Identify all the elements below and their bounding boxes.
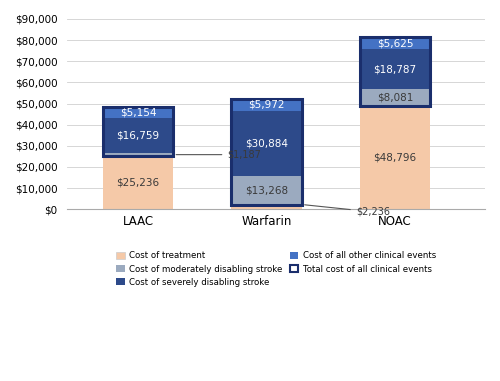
Text: $48,796: $48,796 [374,153,416,163]
Bar [102,154,174,156]
Bar [231,99,302,205]
Bar [360,37,430,49]
Bar [102,118,174,154]
Bar [231,176,302,205]
Text: $5,154: $5,154 [120,107,156,117]
Bar [102,156,174,209]
Legend: Cost of treatment, Cost of moderately disabling stroke, Cost of severely disabli: Cost of treatment, Cost of moderately di… [113,248,440,290]
Bar [231,111,302,176]
Bar [231,205,302,209]
Bar [360,106,430,209]
Bar [360,89,430,106]
Text: $18,787: $18,787 [374,64,416,74]
Text: $1,187: $1,187 [176,150,261,160]
Text: $2,236: $2,236 [304,205,390,217]
Bar [360,37,430,106]
Bar [102,107,174,156]
Text: $16,759: $16,759 [116,131,160,141]
Text: $13,268: $13,268 [245,186,288,195]
Text: $5,972: $5,972 [248,100,285,110]
Text: $25,236: $25,236 [116,178,160,187]
Text: $8,081: $8,081 [377,93,413,102]
Bar [102,107,174,118]
Bar [231,99,302,111]
Bar [360,49,430,89]
Text: $30,884: $30,884 [245,139,288,149]
Text: $5,625: $5,625 [377,38,414,48]
